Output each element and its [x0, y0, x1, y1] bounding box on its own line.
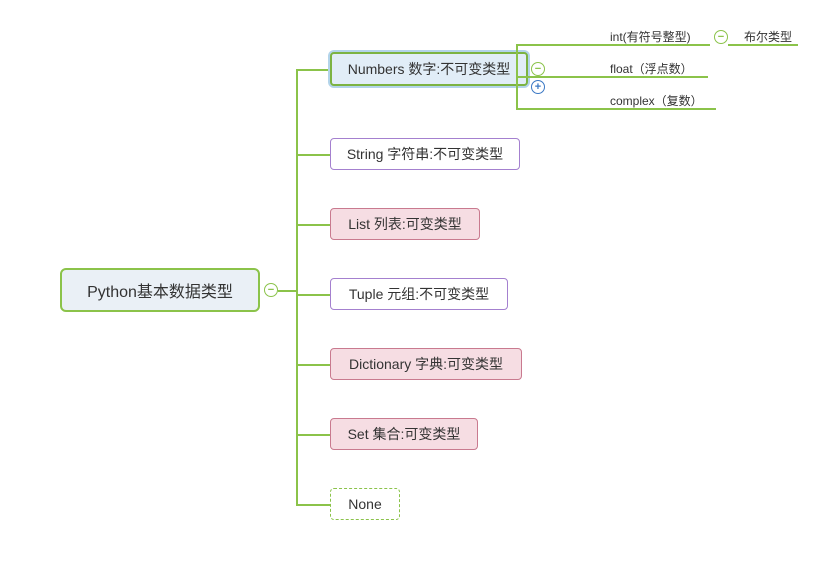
root-collapse-toggle[interactable]	[264, 283, 278, 297]
node-dict[interactable]: Dictionary 字典:可变类型	[330, 348, 522, 380]
node-numbers-collapse-toggle[interactable]	[531, 62, 545, 76]
leaf-connector	[516, 108, 608, 110]
trunk-line	[296, 69, 298, 504]
leaf-label-1[interactable]: float（浮点数）	[610, 60, 693, 77]
root-connector	[278, 290, 296, 292]
branch-connector	[296, 224, 330, 226]
node-numbers[interactable]: Numbers 数字:不可变类型	[330, 52, 528, 86]
leaf-label-2[interactable]: complex（复数）	[610, 92, 703, 109]
node-set[interactable]: Set 集合:可变类型	[330, 418, 478, 450]
branch-connector	[296, 69, 330, 71]
leaf-connector	[516, 76, 608, 78]
branch-connector	[296, 294, 330, 296]
node-numbers-add-toggle[interactable]	[531, 80, 545, 94]
branch-connector	[296, 504, 330, 506]
root-node[interactable]: Python基本数据类型	[60, 268, 260, 312]
branch-connector	[296, 434, 330, 436]
node-string[interactable]: String 字符串:不可变类型	[330, 138, 520, 170]
sub-label[interactable]: 布尔类型	[744, 28, 792, 45]
leaf-0-collapse-toggle[interactable]	[714, 30, 728, 44]
node-list[interactable]: List 列表:可变类型	[330, 208, 480, 240]
branch-connector	[296, 364, 330, 366]
node-none[interactable]: None	[330, 488, 400, 520]
leaf-label-0[interactable]: int(有符号整型)	[610, 28, 691, 45]
sub-connector	[728, 44, 742, 46]
node-tuple[interactable]: Tuple 元组:不可变类型	[330, 278, 508, 310]
leaf-connector	[516, 44, 608, 46]
branch-connector	[296, 154, 330, 156]
